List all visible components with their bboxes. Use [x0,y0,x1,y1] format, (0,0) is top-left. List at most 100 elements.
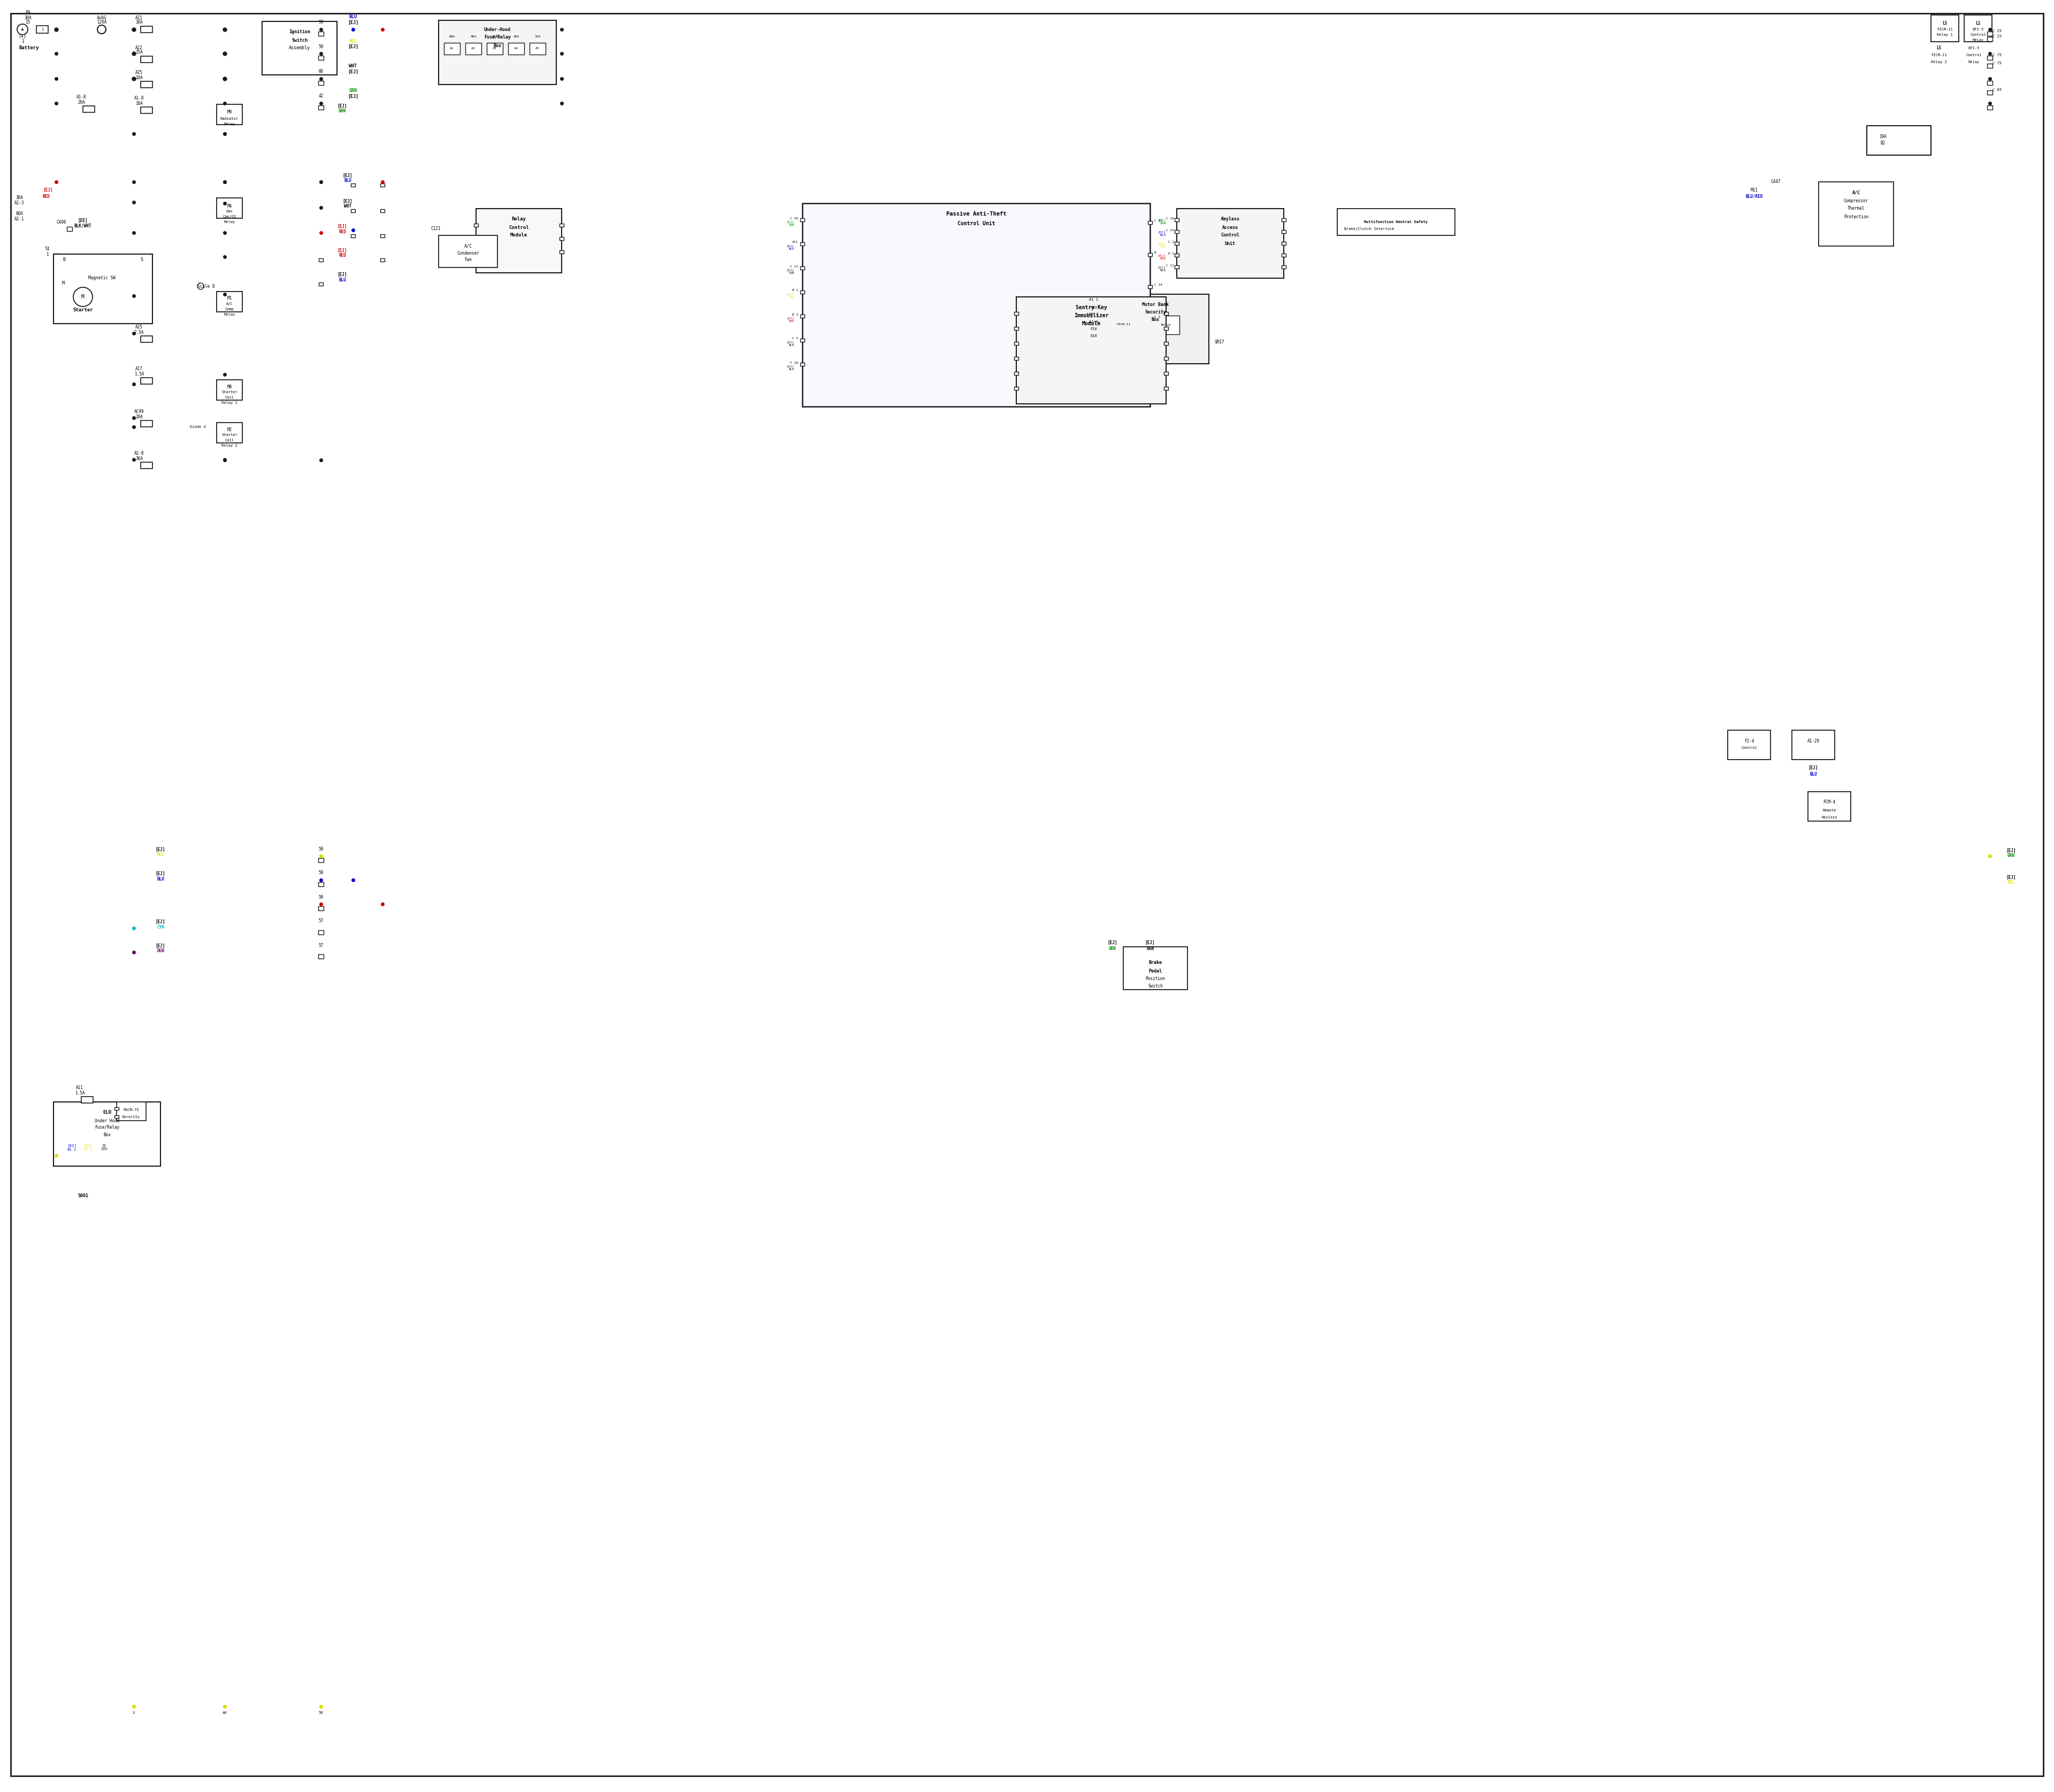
Text: 16A: 16A [136,20,144,25]
Text: 57: 57 [318,943,322,948]
Bar [1165,371,1169,375]
Text: Condenser: Condenser [456,251,479,256]
Text: Protection: Protection [1844,215,1869,219]
Text: 1.5A: 1.5A [74,1091,84,1095]
Bar [559,237,563,240]
Text: FICM-11: FICM-11 [1937,29,1953,30]
Text: Control: Control [509,226,530,229]
Text: C 22: C 22 [1167,229,1175,231]
Text: Starter: Starter [222,391,238,394]
Bar [140,27,152,32]
Text: RED: RED [339,253,345,258]
Text: Control: Control [1742,745,1756,749]
Text: M8: M8 [228,383,232,389]
Bar [263,22,337,75]
Text: A17: A17 [136,367,144,371]
Text: [EJ]: [EJ] [2007,848,2017,853]
Text: Passive Anti-Theft: Passive Anti-Theft [947,211,1006,217]
Bar [117,1102,146,1120]
Text: [EI]
BL L: [EI] BL L [68,1143,76,1150]
Bar [440,235,497,267]
Text: A2-8: A2-8 [134,452,144,455]
Bar [1101,303,1103,306]
Bar [559,224,563,228]
Bar [140,335,152,342]
Text: 59: 59 [318,1711,322,1715]
Bar [318,882,325,887]
Text: Keyless: Keyless [1822,815,1836,819]
Text: BLU: BLU [343,179,351,183]
Text: Relay: Relay [1161,323,1171,326]
Bar [351,210,355,213]
Bar [1282,219,1286,222]
Text: C 11: C 11 [1167,263,1175,267]
Bar [474,224,479,228]
Text: A2 6: A2 6 [1089,321,1099,324]
Text: 4x6G: 4x6G [97,16,107,20]
Text: T4: T4 [45,246,49,251]
Text: Switch: Switch [292,38,308,43]
Text: A11: A11 [793,240,799,244]
Text: Diode 4: Diode 4 [189,425,205,428]
Text: Control Unit: Control Unit [957,220,994,226]
Bar [82,1097,92,1104]
Text: A4: A4 [514,47,518,50]
Bar [1986,38,1992,41]
Text: Security: Security [1144,310,1167,315]
Text: Cap/O2: Cap/O2 [222,215,236,219]
Text: E10: E10 [1091,335,1097,337]
Bar [1986,65,1992,68]
Text: 59: 59 [318,894,322,900]
Bar [1015,326,1019,330]
Text: Relay 2: Relay 2 [222,444,238,448]
Bar [1101,294,1210,364]
Text: C 75: C 75 [1992,61,2001,65]
Text: Gas: Gas [226,210,232,213]
Text: [EJ]: [EJ] [156,943,166,948]
Text: C406: C406 [55,220,66,224]
Bar [216,104,242,125]
Bar [1015,342,1019,346]
Text: Box: Box [1152,317,1158,323]
Bar [37,25,47,34]
Text: Coil: Coil [226,439,234,443]
Bar [1177,208,1284,278]
Text: B 1: B 1 [793,289,799,292]
Text: F2-4: F2-4 [1744,738,1754,744]
Bar [1148,317,1152,321]
Bar [115,1115,119,1118]
Text: [EJ]: [EJ] [337,247,347,253]
Text: M: M [82,294,84,299]
Text: [EJ]: [EJ] [156,848,166,851]
Text: 19A: 19A [1879,134,1886,138]
Text: [EJ]: [EJ] [43,188,53,192]
Text: DGN: DGN [156,948,164,953]
Text: [EJ]: [EJ] [347,93,357,99]
Circle shape [97,25,107,34]
Text: [EJ]
CRN: [EJ] CRN [787,269,795,274]
Bar [1867,125,1931,156]
Text: Sentry Key: Sentry Key [1076,305,1107,310]
Text: L1: L1 [1976,22,1980,25]
Bar [1015,387,1019,391]
Bar [1165,357,1169,360]
Bar [380,210,384,213]
Text: DGN: DGN [1146,946,1154,952]
Text: Assembly: Assembly [290,47,310,50]
Text: FICM-11: FICM-11 [1115,323,1130,326]
Text: Unit: Unit [1224,240,1237,246]
Text: A25: A25 [136,70,144,75]
Text: Box: Box [103,1133,111,1136]
Text: 60A: 60A [16,211,23,217]
Text: C 5: C 5 [793,337,799,340]
Bar [801,315,805,317]
Bar [1727,729,1771,760]
Bar [216,197,242,219]
Text: C447: C447 [1771,179,1781,185]
Text: M: M [62,281,64,287]
Text: GRS7: GRS7 [1214,340,1224,344]
Text: FICM-11: FICM-11 [1931,54,1947,57]
Text: A/C: A/C [1853,190,1861,195]
Text: [EJ]
GRN: [EJ] GRN [787,220,795,226]
Bar [1931,14,1960,41]
